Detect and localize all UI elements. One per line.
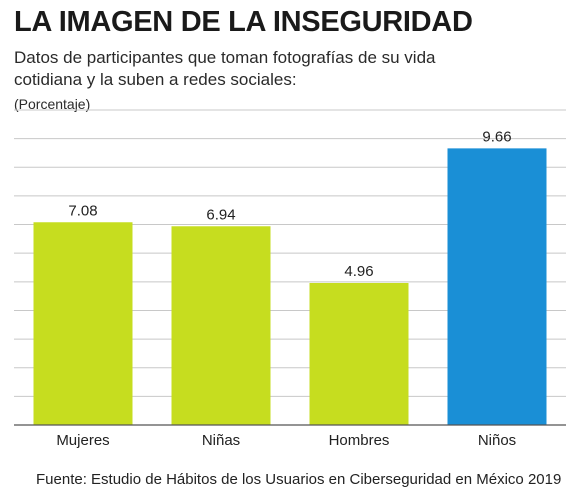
chart-subtitle: Datos de participantes que toman fotogra… [14, 48, 436, 89]
category-label: Niñas [202, 432, 240, 449]
value-labels: 7.08 6.94 4.96 9.66 [68, 128, 511, 280]
category-label: Hombres [329, 432, 390, 449]
bars [33, 148, 547, 425]
chart-title: LA IMAGEN DE LA INSEGURIDAD [14, 6, 473, 38]
bar-mujeres [33, 222, 133, 425]
value-label: 9.66 [482, 128, 511, 145]
unit-label: (Porcentaje) [14, 96, 91, 112]
value-label: 4.96 [344, 263, 373, 280]
value-label: 7.08 [68, 202, 97, 219]
category-label: Niños [478, 432, 516, 449]
bar-niñas [171, 226, 271, 425]
bar-hombres [309, 282, 409, 425]
category-label: Mujeres [56, 432, 109, 449]
bar-niños [447, 148, 547, 425]
value-label: 6.94 [206, 206, 235, 223]
x-axis: Mujeres Niñas Hombres Niños [14, 424, 566, 449]
source-note: Fuente: Estudio de Hábitos de los Usuari… [36, 471, 562, 488]
